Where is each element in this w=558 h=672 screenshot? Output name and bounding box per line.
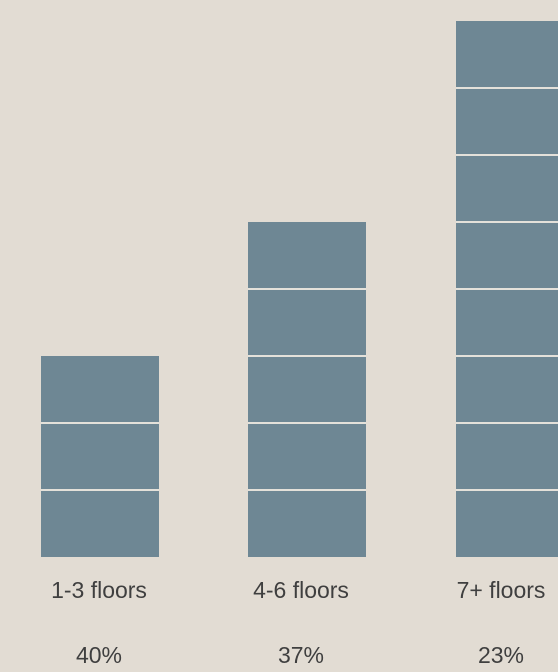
bar-rect <box>41 356 159 557</box>
bar-3 <box>456 21 558 557</box>
value-label: 40% <box>76 642 122 668</box>
bar-2 <box>248 222 366 557</box>
category-label: 7+ floors <box>457 577 546 603</box>
category-label: 1-3 floors <box>51 577 147 603</box>
value-label: 37% <box>278 642 324 668</box>
category-label: 4-6 floors <box>253 577 349 603</box>
value-label: 23% <box>478 642 524 668</box>
bar-1 <box>41 356 159 557</box>
bar-rect <box>248 222 366 557</box>
